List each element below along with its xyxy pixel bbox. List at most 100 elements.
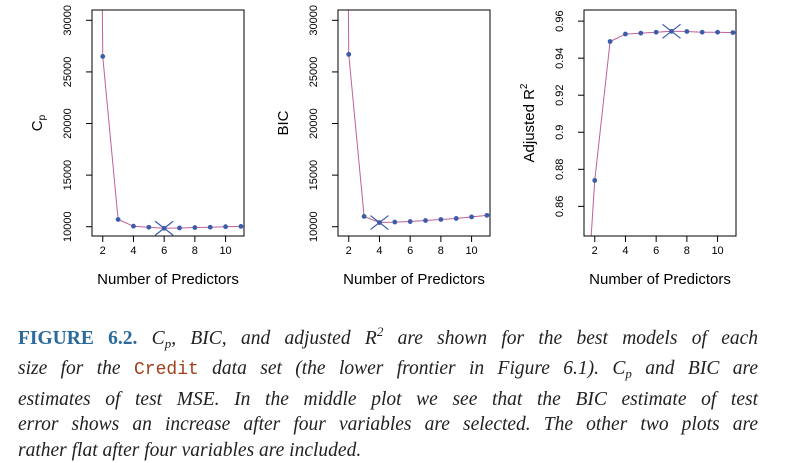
data-point xyxy=(453,216,459,221)
x-tick-label: 8 xyxy=(438,245,444,257)
caption-line: error shows an increase after four varia… xyxy=(18,412,758,437)
y-tick-label: 30000 xyxy=(308,5,320,36)
x-tick-label: 8 xyxy=(192,245,198,257)
data-point xyxy=(407,219,413,224)
y-tick-label: 0.96 xyxy=(554,10,566,31)
y-axis-label-sub: p xyxy=(37,114,48,120)
y-tick-label: 30000 xyxy=(62,5,74,36)
x-tick-label: 6 xyxy=(407,245,413,257)
y-axis-label: BIC xyxy=(275,110,292,135)
caption-text: data set (the lower frontier in Figure 6… xyxy=(198,358,613,380)
data-point xyxy=(100,54,106,59)
x-tick-label: 10 xyxy=(219,245,231,257)
caption-code: Credit xyxy=(133,360,199,381)
data-point xyxy=(207,224,213,230)
x-tick-label: 2 xyxy=(100,245,106,257)
y-tick-label: 0.88 xyxy=(554,159,566,180)
plot-frame xyxy=(337,9,491,237)
y-tick-label: 25000 xyxy=(62,57,74,88)
y-tick-label: 25000 xyxy=(308,57,320,88)
x-axis-label: Number of Predictors xyxy=(589,271,731,288)
data-point xyxy=(392,219,398,225)
figure-label: FIGURE 6.2. xyxy=(18,328,138,349)
y-axis-label-sup: 2 xyxy=(519,83,530,89)
data-line xyxy=(101,10,241,229)
caption-text: C xyxy=(137,328,165,349)
data-point xyxy=(638,30,644,36)
caption-text: estimates of test MSE. In the middle plo… xyxy=(18,388,758,410)
y-tick-label: 20000 xyxy=(62,108,74,139)
caption-text: rather flat after four variables are inc… xyxy=(18,439,362,461)
caption-text: C xyxy=(612,358,626,380)
data-point xyxy=(715,29,720,35)
caption-text: error shows an increase after four varia… xyxy=(18,414,758,436)
caption-line: estimates of test MSE. In the middle plo… xyxy=(18,387,758,412)
data-point xyxy=(438,217,444,222)
panel: 0.86 0.88 0.9 0.92 0.94 0.96 2 4 6 8 10 Number of P… xyxy=(519,9,737,288)
data-point xyxy=(684,29,690,34)
plot-frame xyxy=(583,9,737,237)
y-axis-label: Adjusted R2 xyxy=(519,83,538,162)
x-tick-label: 6 xyxy=(653,245,659,257)
y-tick-label: 0.94 xyxy=(554,47,566,68)
panel: 10000 15000 20000 25000 30000 2 4 6 8 10 Number of… xyxy=(29,5,245,288)
y-axis-label: Cp xyxy=(29,114,48,131)
data-point xyxy=(423,218,428,223)
data-line xyxy=(590,30,733,236)
x-tick-label: 10 xyxy=(465,245,477,257)
data-point xyxy=(146,224,152,230)
y-tick-label: 0.86 xyxy=(554,196,566,217)
x-tick-label: 6 xyxy=(161,245,167,257)
x-axis-label: Number of Predictors xyxy=(343,271,485,288)
caption-line: size for the Credit data set (the lower … xyxy=(18,356,758,386)
y-tick-label: 15000 xyxy=(308,160,320,191)
data-line xyxy=(347,10,487,224)
y-tick-label: 10000 xyxy=(308,211,320,242)
y-tick-label: 0.9 xyxy=(554,125,566,140)
data-point xyxy=(115,217,121,222)
x-tick-label: 4 xyxy=(376,245,382,257)
caption-text: 2 xyxy=(376,324,384,339)
best-marker xyxy=(662,23,681,39)
data-point xyxy=(346,51,352,57)
caption-text: p xyxy=(625,366,632,382)
data-point xyxy=(699,29,705,35)
data-point xyxy=(192,225,198,230)
data-point xyxy=(469,214,474,220)
data-point xyxy=(238,224,244,229)
caption-text: , BIC, and adjusted xyxy=(171,328,365,349)
data-point xyxy=(131,223,136,229)
best-marker xyxy=(370,215,389,231)
caption-line: FIGURE 6.2. Cp, BIC, and adjusted R2 are… xyxy=(18,319,758,356)
y-tick-label: 15000 xyxy=(62,160,74,191)
data-point xyxy=(653,29,659,35)
data-point xyxy=(592,178,598,183)
y-tick-label: 10000 xyxy=(62,211,74,242)
caption-text: R xyxy=(364,328,377,349)
data-point xyxy=(223,224,228,230)
y-axis-label-text: C xyxy=(29,120,46,131)
caption-text: and BIC are xyxy=(631,358,758,380)
x-tick-label: 2 xyxy=(346,245,352,257)
y-axis-label-text: BIC xyxy=(275,110,292,135)
y-tick-label: 0.92 xyxy=(554,85,566,106)
figure: 10000 15000 20000 25000 30000 2 4 6 8 10 Number of… xyxy=(29,5,737,288)
caption-line: rather flat after four variables are inc… xyxy=(18,438,758,463)
x-axis-label: Number of Predictors xyxy=(97,271,239,288)
x-tick-label: 8 xyxy=(684,245,690,257)
x-tick-label: 2 xyxy=(592,245,598,257)
data-point xyxy=(361,213,367,219)
data-point xyxy=(177,225,182,231)
caption-text: size for the xyxy=(18,358,134,380)
panel: 10000 15000 20000 25000 30000 2 4 6 8 10 Number of… xyxy=(275,5,491,288)
y-tick-label: 20000 xyxy=(308,108,320,139)
data-point xyxy=(730,30,736,35)
data-point xyxy=(484,212,490,218)
y-axis-label-text: Adjusted R xyxy=(521,89,538,163)
x-tick-label: 4 xyxy=(622,245,628,257)
data-point xyxy=(607,39,613,44)
x-tick-label: 10 xyxy=(711,245,723,257)
caption-text: p xyxy=(164,336,172,351)
x-tick-label: 4 xyxy=(130,245,136,257)
